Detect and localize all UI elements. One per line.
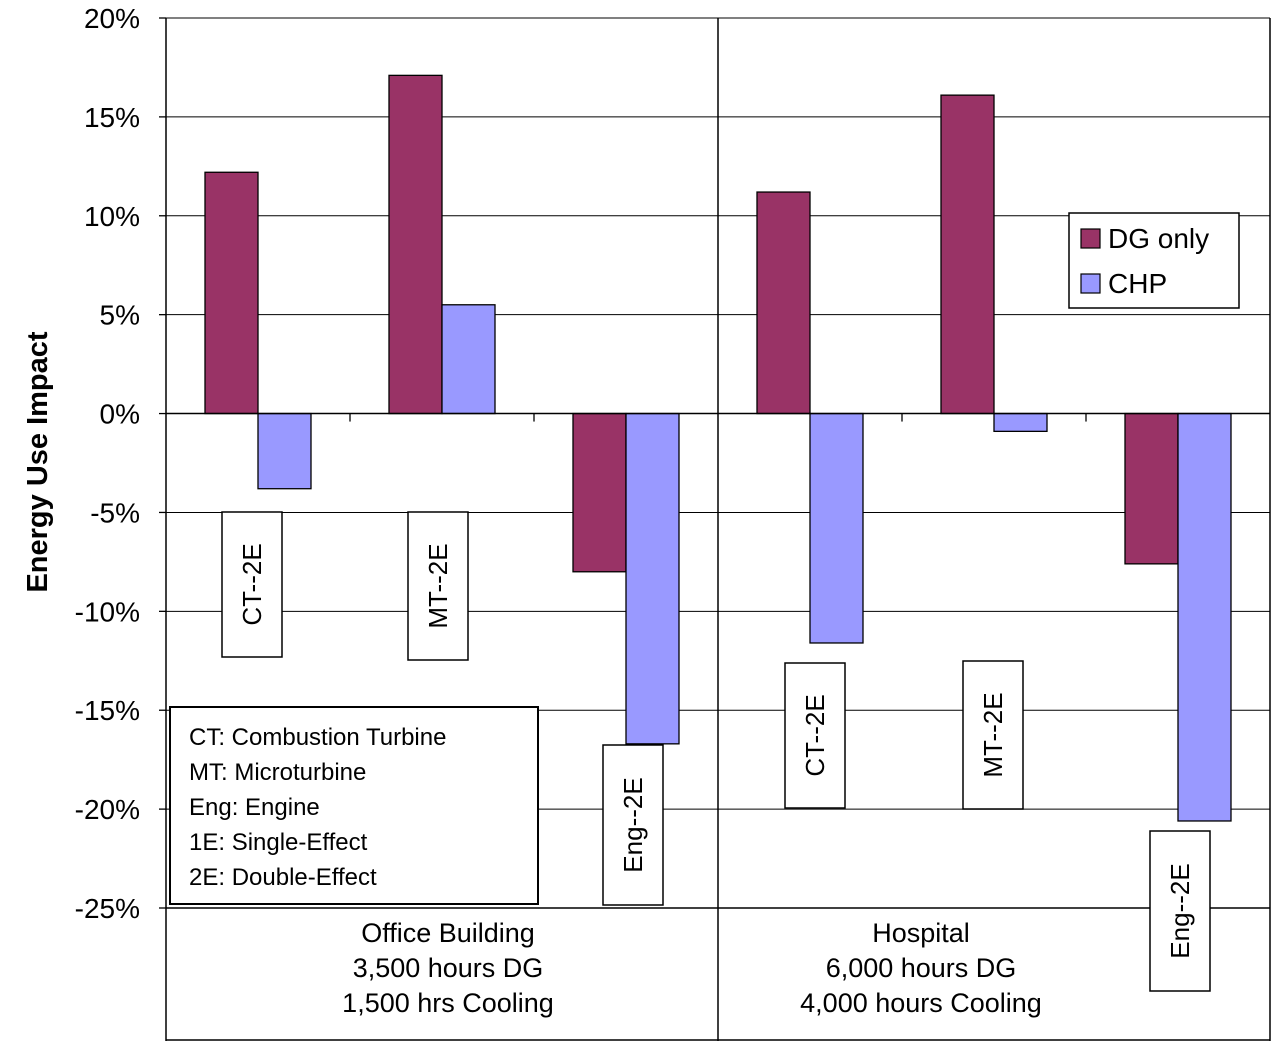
- y-tick-label: 15%: [84, 102, 140, 133]
- bar-dg-only: [204, 171, 259, 415]
- bar-chp: [1177, 412, 1232, 822]
- y-tick-label: -10%: [75, 596, 140, 627]
- bar-dg-only: [940, 94, 995, 415]
- group-label-line: Office Building: [361, 918, 535, 948]
- bar-chp: [625, 412, 680, 745]
- legend-label: DG only: [1108, 223, 1209, 254]
- group-label-line: 6,000 hours DG: [826, 953, 1017, 983]
- y-axis-title: Energy Use Impact: [22, 331, 54, 592]
- legend: DG only CHP: [1068, 212, 1240, 309]
- bar-chp: [257, 412, 312, 490]
- legend-swatch: [1080, 228, 1101, 249]
- bar-dg-only: [756, 191, 811, 415]
- bar-labels: CT--2E MT--2E Eng--2E CT--2E MT--2E Eng--2E: [221, 511, 1211, 992]
- abbreviation-key-box: [169, 706, 539, 905]
- y-tick-label: 10%: [84, 201, 140, 232]
- group-label-line: 4,000 hours Cooling: [800, 988, 1042, 1018]
- bar-dg-only: [1124, 412, 1179, 565]
- group-labels: Office Building 3,500 hours DG 1,500 hrs C…: [342, 918, 1042, 1018]
- bar-label: Eng--2E: [618, 777, 648, 872]
- bar-label-box: [602, 744, 664, 906]
- axes: [159, 17, 1271, 1041]
- bar-chp: [441, 304, 496, 415]
- bar-label-box: [962, 660, 1024, 810]
- group-label-line: Hospital: [872, 918, 970, 948]
- bar-label: CT--2E: [237, 543, 267, 625]
- y-tick-label: -5%: [90, 497, 140, 528]
- bar-label: MT--2E: [423, 543, 453, 628]
- bars: [204, 74, 1232, 822]
- bar-chp: [809, 412, 864, 644]
- bar-label: MT--2E: [978, 692, 1008, 777]
- abbreviation-key-item: MT: Microturbine: [189, 759, 366, 786]
- y-tick-label: 20%: [84, 3, 140, 34]
- bar-dg-only: [572, 412, 627, 573]
- legend-swatch: [1080, 273, 1101, 294]
- bar-label-box: [1149, 830, 1211, 992]
- legend-label: CHP: [1108, 268, 1167, 299]
- y-tick-label: -25%: [75, 893, 140, 924]
- y-tick-label: 5%: [100, 300, 140, 331]
- y-tick-label: -15%: [75, 695, 140, 726]
- group-label-line: 1,500 hrs Cooling: [342, 988, 554, 1018]
- abbreviation-key: CT: Combustion Turbine MT: Microturbine En…: [169, 706, 539, 905]
- bar-label-box: [407, 511, 469, 661]
- abbreviation-key-item: Eng: Engine: [189, 794, 320, 821]
- abbreviation-key-item: CT: Combustion Turbine: [189, 724, 446, 751]
- y-tick-label: -20%: [75, 794, 140, 825]
- bar-label: Eng--2E: [1165, 863, 1195, 958]
- bar-label-box: [784, 662, 846, 809]
- bar-label-box: [221, 511, 283, 658]
- bar-chp: [993, 412, 1048, 433]
- y-tick-labels: 20% 15% 10% 5% 0% -5% -10% -15% -20% -25%: [75, 3, 140, 924]
- group-label-line: 3,500 hours DG: [353, 953, 544, 983]
- abbreviation-key-item: 1E: Single-Effect: [189, 829, 368, 856]
- abbreviation-key-item: 2E: Double-Effect: [189, 864, 377, 891]
- y-tick-label: 0%: [100, 399, 140, 430]
- bar-dg-only: [388, 74, 443, 415]
- bar-label: CT--2E: [800, 694, 830, 776]
